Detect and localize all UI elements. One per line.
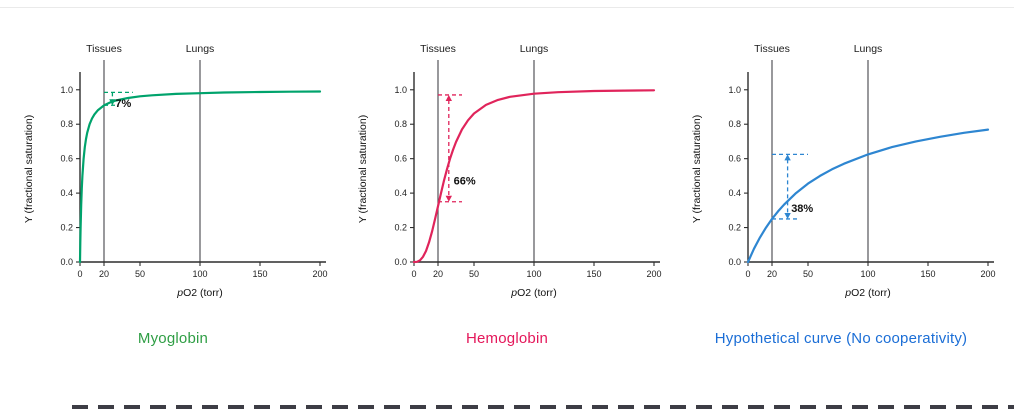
svg-text:0.4: 0.4 <box>728 188 741 198</box>
svg-text:0.0: 0.0 <box>394 257 407 267</box>
reference-lines: Tissues Lungs <box>754 43 882 262</box>
y-ticks: 0.0 0.2 0.4 0.6 0.8 1.0 <box>728 85 748 267</box>
curve-hypothetical <box>746 128 990 264</box>
reference-label-tissues: Tissues <box>86 43 122 55</box>
svg-text:100: 100 <box>860 269 875 279</box>
svg-text:100: 100 <box>526 269 541 279</box>
chart-title-myoglobin: Myoglobin <box>137 330 209 347</box>
x-ticks: 0 20 50 100 150 200 <box>411 262 662 279</box>
x-axis-label: pO2 (torr) <box>176 287 223 299</box>
reference-label-tissues: Tissues <box>754 43 790 55</box>
axes <box>747 72 994 263</box>
svg-text:1.0: 1.0 <box>60 85 73 95</box>
arrowhead-down-icon <box>445 195 452 202</box>
svg-text:20: 20 <box>433 269 443 279</box>
svg-text:0.2: 0.2 <box>728 223 741 233</box>
x-axis-label: pO2 (torr) <box>510 287 557 299</box>
chart-canvas-myoglobin: Tissues Lungs 0 20 50 100 150 200 0.0 0.2 0.4 0.6 0.… <box>18 26 328 314</box>
bottom-dashed-divider <box>72 405 1014 409</box>
svg-text:50: 50 <box>469 269 479 279</box>
reference-lines: Tissues Lungs <box>420 43 548 262</box>
svg-text:20: 20 <box>99 269 109 279</box>
chart-block-hypothetical: Tissues Lungs 0 20 50 100 150 200 0.0 0.2 0.4 0.6 0.… <box>686 26 996 347</box>
svg-text:0: 0 <box>411 269 416 279</box>
annotation: 7% <box>104 91 133 110</box>
svg-text:0.0: 0.0 <box>728 257 741 267</box>
axes <box>413 72 660 263</box>
svg-text:0.6: 0.6 <box>728 154 741 164</box>
top-divider <box>0 7 1014 8</box>
svg-text:0.6: 0.6 <box>60 154 73 164</box>
svg-text:0: 0 <box>77 269 82 279</box>
svg-text:0.4: 0.4 <box>60 188 73 198</box>
arrowhead-up-icon <box>784 154 791 161</box>
y-axis-label: Y (fractional saturation) <box>691 115 703 223</box>
y-ticks: 0.0 0.2 0.4 0.6 0.8 1.0 <box>60 85 80 267</box>
chart-title-hypothetical: Hypothetical curve (No cooperativity) <box>714 330 968 347</box>
reference-label-lungs: Lungs <box>186 43 215 55</box>
y-ticks: 0.0 0.2 0.4 0.6 0.8 1.0 <box>394 85 414 267</box>
annotation: 66% <box>438 94 476 203</box>
svg-text:20: 20 <box>767 269 777 279</box>
svg-text:0.0: 0.0 <box>60 257 73 267</box>
svg-text:200: 200 <box>980 269 995 279</box>
x-ticks: 0 20 50 100 150 200 <box>745 262 996 279</box>
curve-hemoglobin <box>412 89 656 264</box>
reference-label-lungs: Lungs <box>520 43 549 55</box>
svg-text:0.6: 0.6 <box>394 154 407 164</box>
svg-text:150: 150 <box>586 269 601 279</box>
svg-text:100: 100 <box>192 269 207 279</box>
x-ticks: 0 20 50 100 150 200 <box>77 262 328 279</box>
charts-row: Tissues Lungs 0 20 50 100 150 200 0.0 0.2 0.4 0.6 0.… <box>18 26 996 347</box>
svg-text:50: 50 <box>135 269 145 279</box>
svg-text:0.2: 0.2 <box>394 223 407 233</box>
svg-text:0.4: 0.4 <box>394 188 407 198</box>
svg-text:200: 200 <box>646 269 661 279</box>
svg-text:200: 200 <box>312 269 327 279</box>
arrowhead-down-icon <box>784 212 791 219</box>
reference-label-tissues: Tissues <box>420 43 456 55</box>
svg-text:50: 50 <box>803 269 813 279</box>
x-axis-label: pO2 (torr) <box>844 287 891 299</box>
svg-text:0.8: 0.8 <box>60 119 73 129</box>
reference-lines: Tissues Lungs <box>86 43 214 262</box>
annotation-label: 66% <box>454 176 476 188</box>
svg-text:150: 150 <box>920 269 935 279</box>
annotation-label: 7% <box>115 98 131 110</box>
chart-title-hemoglobin: Hemoglobin <box>465 330 549 347</box>
svg-text:0: 0 <box>745 269 750 279</box>
reference-label-lungs: Lungs <box>854 43 883 55</box>
annotation-label: 38% <box>791 203 813 215</box>
svg-text:1.0: 1.0 <box>394 85 407 95</box>
y-axis-label: Y (fractional saturation) <box>23 115 35 223</box>
svg-text:0.2: 0.2 <box>60 223 73 233</box>
arrowhead-up-icon <box>445 94 452 101</box>
chart-block-myoglobin: Tissues Lungs 0 20 50 100 150 200 0.0 0.2 0.4 0.6 0.… <box>18 26 328 347</box>
chart-canvas-hemoglobin: Tissues Lungs 0 20 50 100 150 200 0.0 0.2 0.4 0.6 0.… <box>352 26 662 314</box>
annotation: 38% <box>772 153 813 220</box>
svg-text:1.0: 1.0 <box>728 85 741 95</box>
arrowhead-down-icon <box>109 99 116 106</box>
svg-text:0.8: 0.8 <box>728 119 741 129</box>
curve-myoglobin <box>78 90 322 264</box>
y-axis-label: Y (fractional saturation) <box>357 115 369 223</box>
chart-canvas-hypothetical: Tissues Lungs 0 20 50 100 150 200 0.0 0.2 0.4 0.6 0.… <box>686 26 996 314</box>
chart-block-hemoglobin: Tissues Lungs 0 20 50 100 150 200 0.0 0.2 0.4 0.6 0.… <box>352 26 662 347</box>
svg-text:0.8: 0.8 <box>394 119 407 129</box>
svg-text:150: 150 <box>252 269 267 279</box>
